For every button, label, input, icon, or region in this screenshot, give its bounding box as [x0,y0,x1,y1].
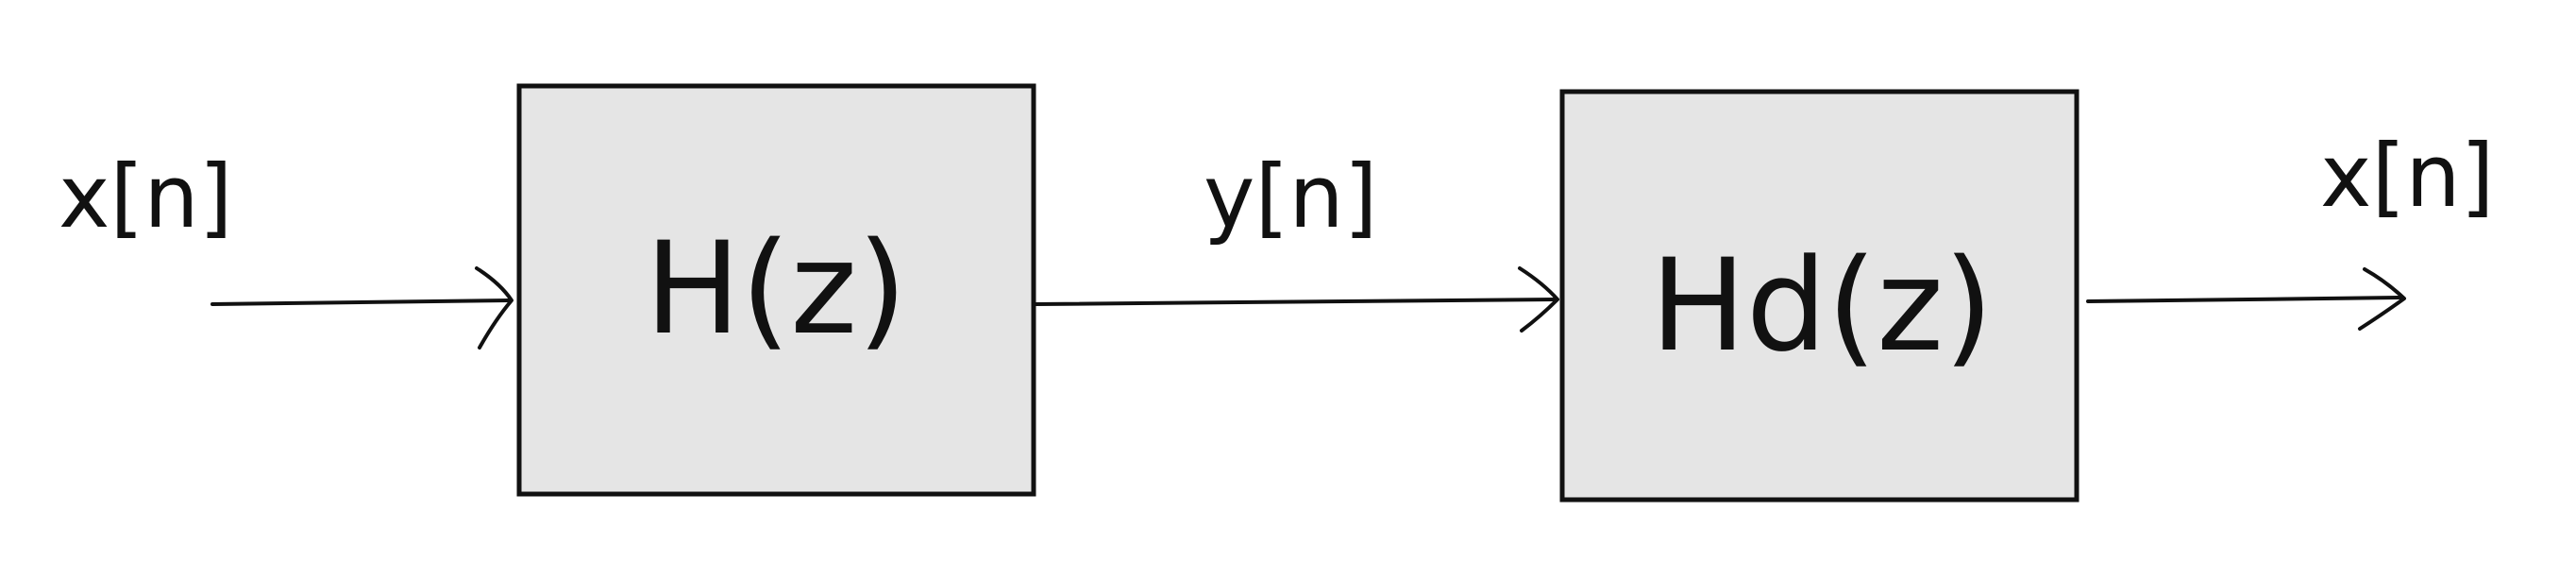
middle-arrow [1034,266,1559,333]
transfer-function-block-hd: Hd(z) [1559,89,2079,503]
output-signal-label: x[n] [2320,126,2495,227]
input-arrow [210,266,514,350]
block-hd-label: Hd(z) [1650,231,1993,380]
intermediate-signal-label: y[n] [1204,146,1378,247]
output-arrow [2086,267,2406,331]
block-h-label: H(z) [645,214,907,363]
transfer-function-block-h: H(z) [516,83,1036,497]
input-signal-label: x[n] [59,146,233,247]
